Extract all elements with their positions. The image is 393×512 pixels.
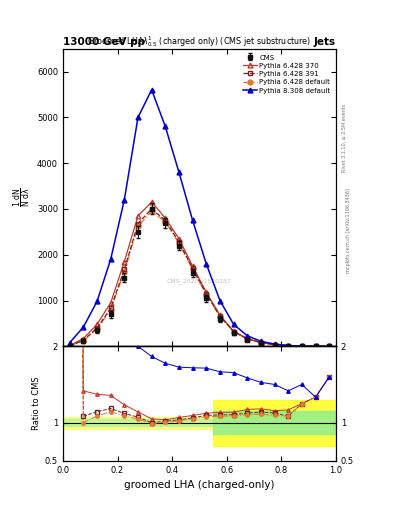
Line: Pythia 6.428 391: Pythia 6.428 391 [67, 206, 332, 349]
Pythia 6.428 391 [259, 339, 263, 346]
Pythia 8.308 default [327, 343, 332, 349]
Pythia 8.308 default [190, 217, 195, 223]
Pythia 6.428 370 [259, 339, 263, 346]
Pythia 6.428 391 [122, 266, 127, 272]
Pythia 6.428 370 [327, 343, 332, 349]
Pythia 6.428 391 [327, 343, 332, 349]
Pythia 6.428 default [286, 343, 290, 349]
Pythia 6.428 default [259, 339, 263, 346]
Pythia 6.428 391 [218, 313, 222, 319]
Pythia 8.308 default [67, 339, 72, 346]
Pythia 6.428 370 [313, 343, 318, 349]
Pythia 6.428 370 [231, 328, 236, 334]
Pythia 6.428 391 [163, 217, 168, 223]
Pythia 6.428 370 [122, 259, 127, 265]
Pythia 6.428 default [67, 343, 72, 349]
Pythia 6.428 default [176, 240, 181, 246]
Pythia 6.428 391 [286, 343, 290, 349]
Text: 13000 GeV pp: 13000 GeV pp [63, 36, 145, 47]
Text: Jets: Jets [314, 36, 336, 47]
Pythia 6.428 default [313, 343, 318, 349]
Pythia 6.428 default [149, 208, 154, 215]
Pythia 8.308 default [176, 169, 181, 175]
Text: mcplots.cern.ch [arXiv:1306.3436]: mcplots.cern.ch [arXiv:1306.3436] [346, 188, 351, 273]
Pythia 6.428 391 [67, 343, 72, 349]
Pythia 8.308 default [245, 333, 250, 339]
Pythia 6.428 370 [149, 199, 154, 205]
Pythia 6.428 391 [272, 342, 277, 348]
Pythia 6.428 370 [108, 300, 113, 306]
Pythia 6.428 default [95, 326, 99, 332]
Pythia 6.428 391 [176, 239, 181, 245]
Pythia 8.308 default [163, 123, 168, 130]
Pythia 8.308 default [81, 324, 86, 330]
Pythia 6.428 391 [81, 337, 86, 344]
Pythia 6.428 391 [204, 291, 209, 297]
Pythia 6.428 391 [299, 343, 304, 349]
Pythia 6.428 370 [95, 321, 99, 327]
Pythia 6.428 391 [245, 336, 250, 342]
Pythia 6.428 default [299, 343, 304, 349]
Pythia 6.428 370 [136, 212, 140, 219]
Line: Pythia 6.428 370: Pythia 6.428 370 [67, 200, 332, 349]
Pythia 8.308 default [204, 261, 209, 267]
Pythia 6.428 391 [136, 221, 140, 227]
Pythia 8.308 default [286, 343, 290, 349]
Line: Pythia 6.428 default: Pythia 6.428 default [67, 209, 332, 349]
Pythia 6.428 default [136, 223, 140, 229]
Pythia 6.428 370 [299, 343, 304, 349]
Pythia 6.428 370 [67, 343, 72, 349]
Text: CMS_2020_I1820187: CMS_2020_I1820187 [167, 278, 232, 284]
Pythia 8.308 default [108, 256, 113, 262]
Pythia 6.428 370 [190, 263, 195, 269]
Pythia 8.308 default [136, 114, 140, 120]
Pythia 6.428 370 [176, 236, 181, 242]
Pythia 6.428 391 [313, 343, 318, 349]
Pythia 6.428 default [327, 343, 332, 349]
Pythia 6.428 391 [95, 325, 99, 331]
Pythia 6.428 default [163, 219, 168, 225]
Title: Groomed LHA$\lambda^{1}_{0.5}$ (charged only) (CMS jet substructure): Groomed LHA$\lambda^{1}_{0.5}$ (charged … [87, 34, 312, 49]
Pythia 6.428 370 [286, 343, 290, 349]
Pythia 6.428 370 [163, 215, 168, 221]
Pythia 6.428 370 [218, 312, 222, 318]
Pythia 6.428 391 [108, 305, 113, 311]
Pythia 8.308 default [299, 343, 304, 349]
Pythia 6.428 default [245, 336, 250, 342]
Pythia 8.308 default [95, 298, 99, 305]
Pythia 6.428 default [81, 338, 86, 344]
Text: Rivet 3.1.10, ≥ 2.5M events: Rivet 3.1.10, ≥ 2.5M events [342, 104, 346, 173]
Pythia 8.308 default [313, 343, 318, 349]
Pythia 6.428 default [231, 329, 236, 335]
Pythia 6.428 default [190, 266, 195, 272]
Pythia 8.308 default [122, 197, 127, 203]
Line: Pythia 8.308 default: Pythia 8.308 default [67, 88, 332, 349]
Pythia 6.428 370 [272, 342, 277, 348]
Y-axis label: $\frac{1}{\rm N}\frac{{\rm d}N}{{\rm d}\lambda}$: $\frac{1}{\rm N}\frac{{\rm d}N}{{\rm d}\… [11, 187, 33, 207]
Pythia 8.308 default [231, 321, 236, 327]
Pythia 6.428 default [204, 291, 209, 297]
Pythia 6.428 default [122, 269, 127, 275]
Pythia 6.428 370 [245, 335, 250, 342]
Pythia 6.428 391 [190, 265, 195, 271]
Pythia 6.428 default [272, 342, 277, 348]
Pythia 6.428 default [218, 313, 222, 319]
Y-axis label: Ratio to CMS: Ratio to CMS [32, 377, 41, 431]
Legend: CMS, Pythia 6.428 370, Pythia 6.428 391, Pythia 6.428 default, Pythia 8.308 defa: CMS, Pythia 6.428 370, Pythia 6.428 391,… [241, 52, 332, 96]
Pythia 6.428 370 [204, 289, 209, 295]
Pythia 6.428 391 [149, 206, 154, 212]
Pythia 8.308 default [259, 338, 263, 345]
X-axis label: groomed LHA (charged-only): groomed LHA (charged-only) [124, 480, 275, 490]
Pythia 8.308 default [149, 87, 154, 93]
Pythia 6.428 391 [231, 329, 236, 335]
Pythia 8.308 default [218, 297, 222, 304]
Pythia 8.308 default [272, 341, 277, 347]
Pythia 6.428 default [108, 307, 113, 313]
Pythia 6.428 370 [81, 335, 86, 342]
